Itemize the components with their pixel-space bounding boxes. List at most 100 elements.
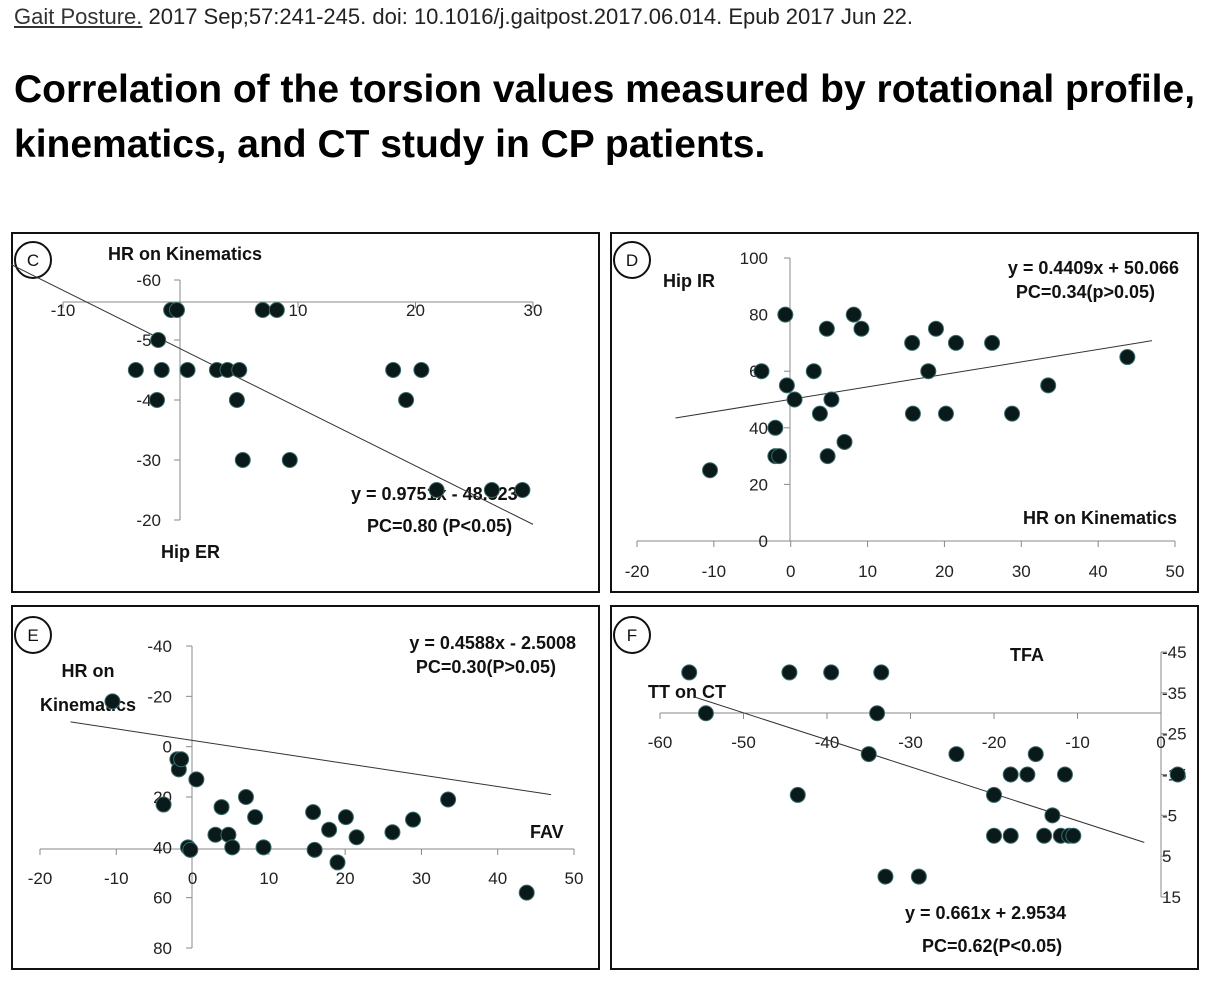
panel-letter: E [27, 626, 38, 645]
data-point [213, 799, 230, 816]
x-axis-title: TFA [1010, 645, 1044, 665]
data-point [781, 664, 798, 681]
y-tick-label: -60 [136, 271, 161, 290]
y-tick-label: 60 [153, 889, 172, 908]
y-tick-label: 80 [749, 306, 768, 325]
chart-panel-f: F TFA TT on CT y = 0.661x + 2.9534 PC=0.… [610, 605, 1199, 970]
correlation-label: PC=0.80 (P<0.05) [367, 516, 512, 536]
data-point [228, 392, 245, 408]
data-point [150, 332, 167, 348]
citation-details: 2017 Sep;57:241-245. doi: 10.1016/j.gait… [142, 4, 914, 29]
data-point [127, 362, 144, 378]
journal-link[interactable]: Gait Posture. [14, 4, 143, 29]
data-point [231, 362, 248, 378]
data-point [405, 811, 422, 828]
data-point [753, 363, 770, 380]
y-axis-title-line-2: Kinematics [40, 695, 136, 715]
x-tick-label: -30 [898, 733, 923, 752]
y-tick-label: 40 [153, 838, 172, 857]
chart-panel-c: C HR on Kinematics Hip ER y = 0.9751x - … [11, 232, 600, 593]
data-point [182, 841, 199, 858]
y-tick-label: 20 [749, 475, 768, 494]
data-point [518, 884, 535, 901]
data-point [877, 868, 894, 885]
data-point [904, 334, 921, 351]
x-tick-label: 50 [565, 869, 584, 888]
data-point [681, 664, 698, 681]
data-point [234, 452, 251, 468]
x-tick-label: 20 [336, 869, 355, 888]
data-point [255, 839, 272, 856]
x-tick-label: 50 [1166, 562, 1185, 581]
data-point [329, 854, 346, 871]
y-axis-title: Hip ER [161, 542, 220, 562]
trend-equation: y = 0.661x + 2.9534 [905, 903, 1066, 923]
panel-letter: F [627, 626, 637, 645]
data-point [306, 841, 323, 858]
x-tick-label: -50 [731, 733, 756, 752]
x-tick-label: -20 [982, 733, 1007, 752]
data-point [483, 482, 500, 498]
x-tick-label: -20 [625, 562, 650, 581]
y-tick-label: 40 [749, 419, 768, 438]
y-tick-label: 5 [1162, 847, 1171, 866]
panel-frame [11, 232, 600, 593]
data-point [697, 705, 714, 722]
data-point [155, 796, 172, 813]
citation: Gait Posture. 2017 Sep;57:241-245. doi: … [14, 4, 913, 30]
y-tick-label: 15 [1162, 888, 1181, 907]
data-point [845, 306, 862, 323]
data-point [1044, 807, 1061, 824]
x-tick-label: -10 [104, 869, 129, 888]
y-tick-label: -45 [1162, 643, 1187, 662]
data-point [948, 746, 965, 763]
trend-line [70, 721, 552, 796]
data-point [702, 462, 719, 479]
plot-area: -20-1001020304050020406080100 [625, 249, 1185, 581]
correlation-label: PC=0.62(P<0.05) [922, 936, 1062, 956]
x-tick-label: 40 [488, 869, 507, 888]
data-point [947, 334, 964, 351]
data-point [818, 320, 835, 337]
data-point [819, 448, 836, 465]
data-point [440, 791, 457, 808]
panel-letter-badge [14, 241, 52, 279]
data-point [337, 809, 354, 826]
data-point [853, 320, 870, 337]
data-point [179, 362, 196, 378]
x-tick-label: -10 [51, 301, 76, 320]
data-point [168, 302, 185, 318]
data-point [805, 363, 822, 380]
data-point [348, 829, 365, 846]
trend-line [11, 263, 534, 525]
x-tick-label: 10 [259, 869, 278, 888]
plot-area: -20-1001020304050806040200-20-40 [28, 637, 584, 958]
data-point [153, 362, 170, 378]
data-point [869, 705, 886, 722]
chart-panel-e: E HR on Kinematics FAV y = 0.4588x - 2.5… [11, 605, 600, 970]
data-point [149, 392, 165, 408]
data-point [920, 363, 937, 380]
data-point [778, 377, 795, 394]
x-tick-label: 40 [1089, 562, 1108, 581]
x-tick-label: 30 [524, 301, 543, 320]
y-tick-label: -40 [147, 637, 172, 656]
trend-line [693, 696, 1145, 843]
page-title: Correlation of the torsion values measur… [14, 68, 1196, 166]
x-axis-title: HR on Kinematics [1023, 508, 1177, 528]
panel-frame [610, 605, 1199, 970]
data-point [428, 482, 445, 498]
data-point [413, 362, 430, 378]
x-tick-label: 0 [786, 562, 795, 581]
y-tick-label: -5 [1162, 806, 1177, 825]
data-point [767, 419, 784, 436]
panel-letter-badge [14, 616, 52, 654]
data-point [771, 448, 788, 465]
trend-equation: y = 0.4588x - 2.5008 [409, 633, 576, 653]
data-point [384, 824, 401, 841]
data-point [1169, 766, 1186, 783]
data-point [247, 809, 264, 826]
y-tick-label: -25 [1162, 725, 1187, 744]
